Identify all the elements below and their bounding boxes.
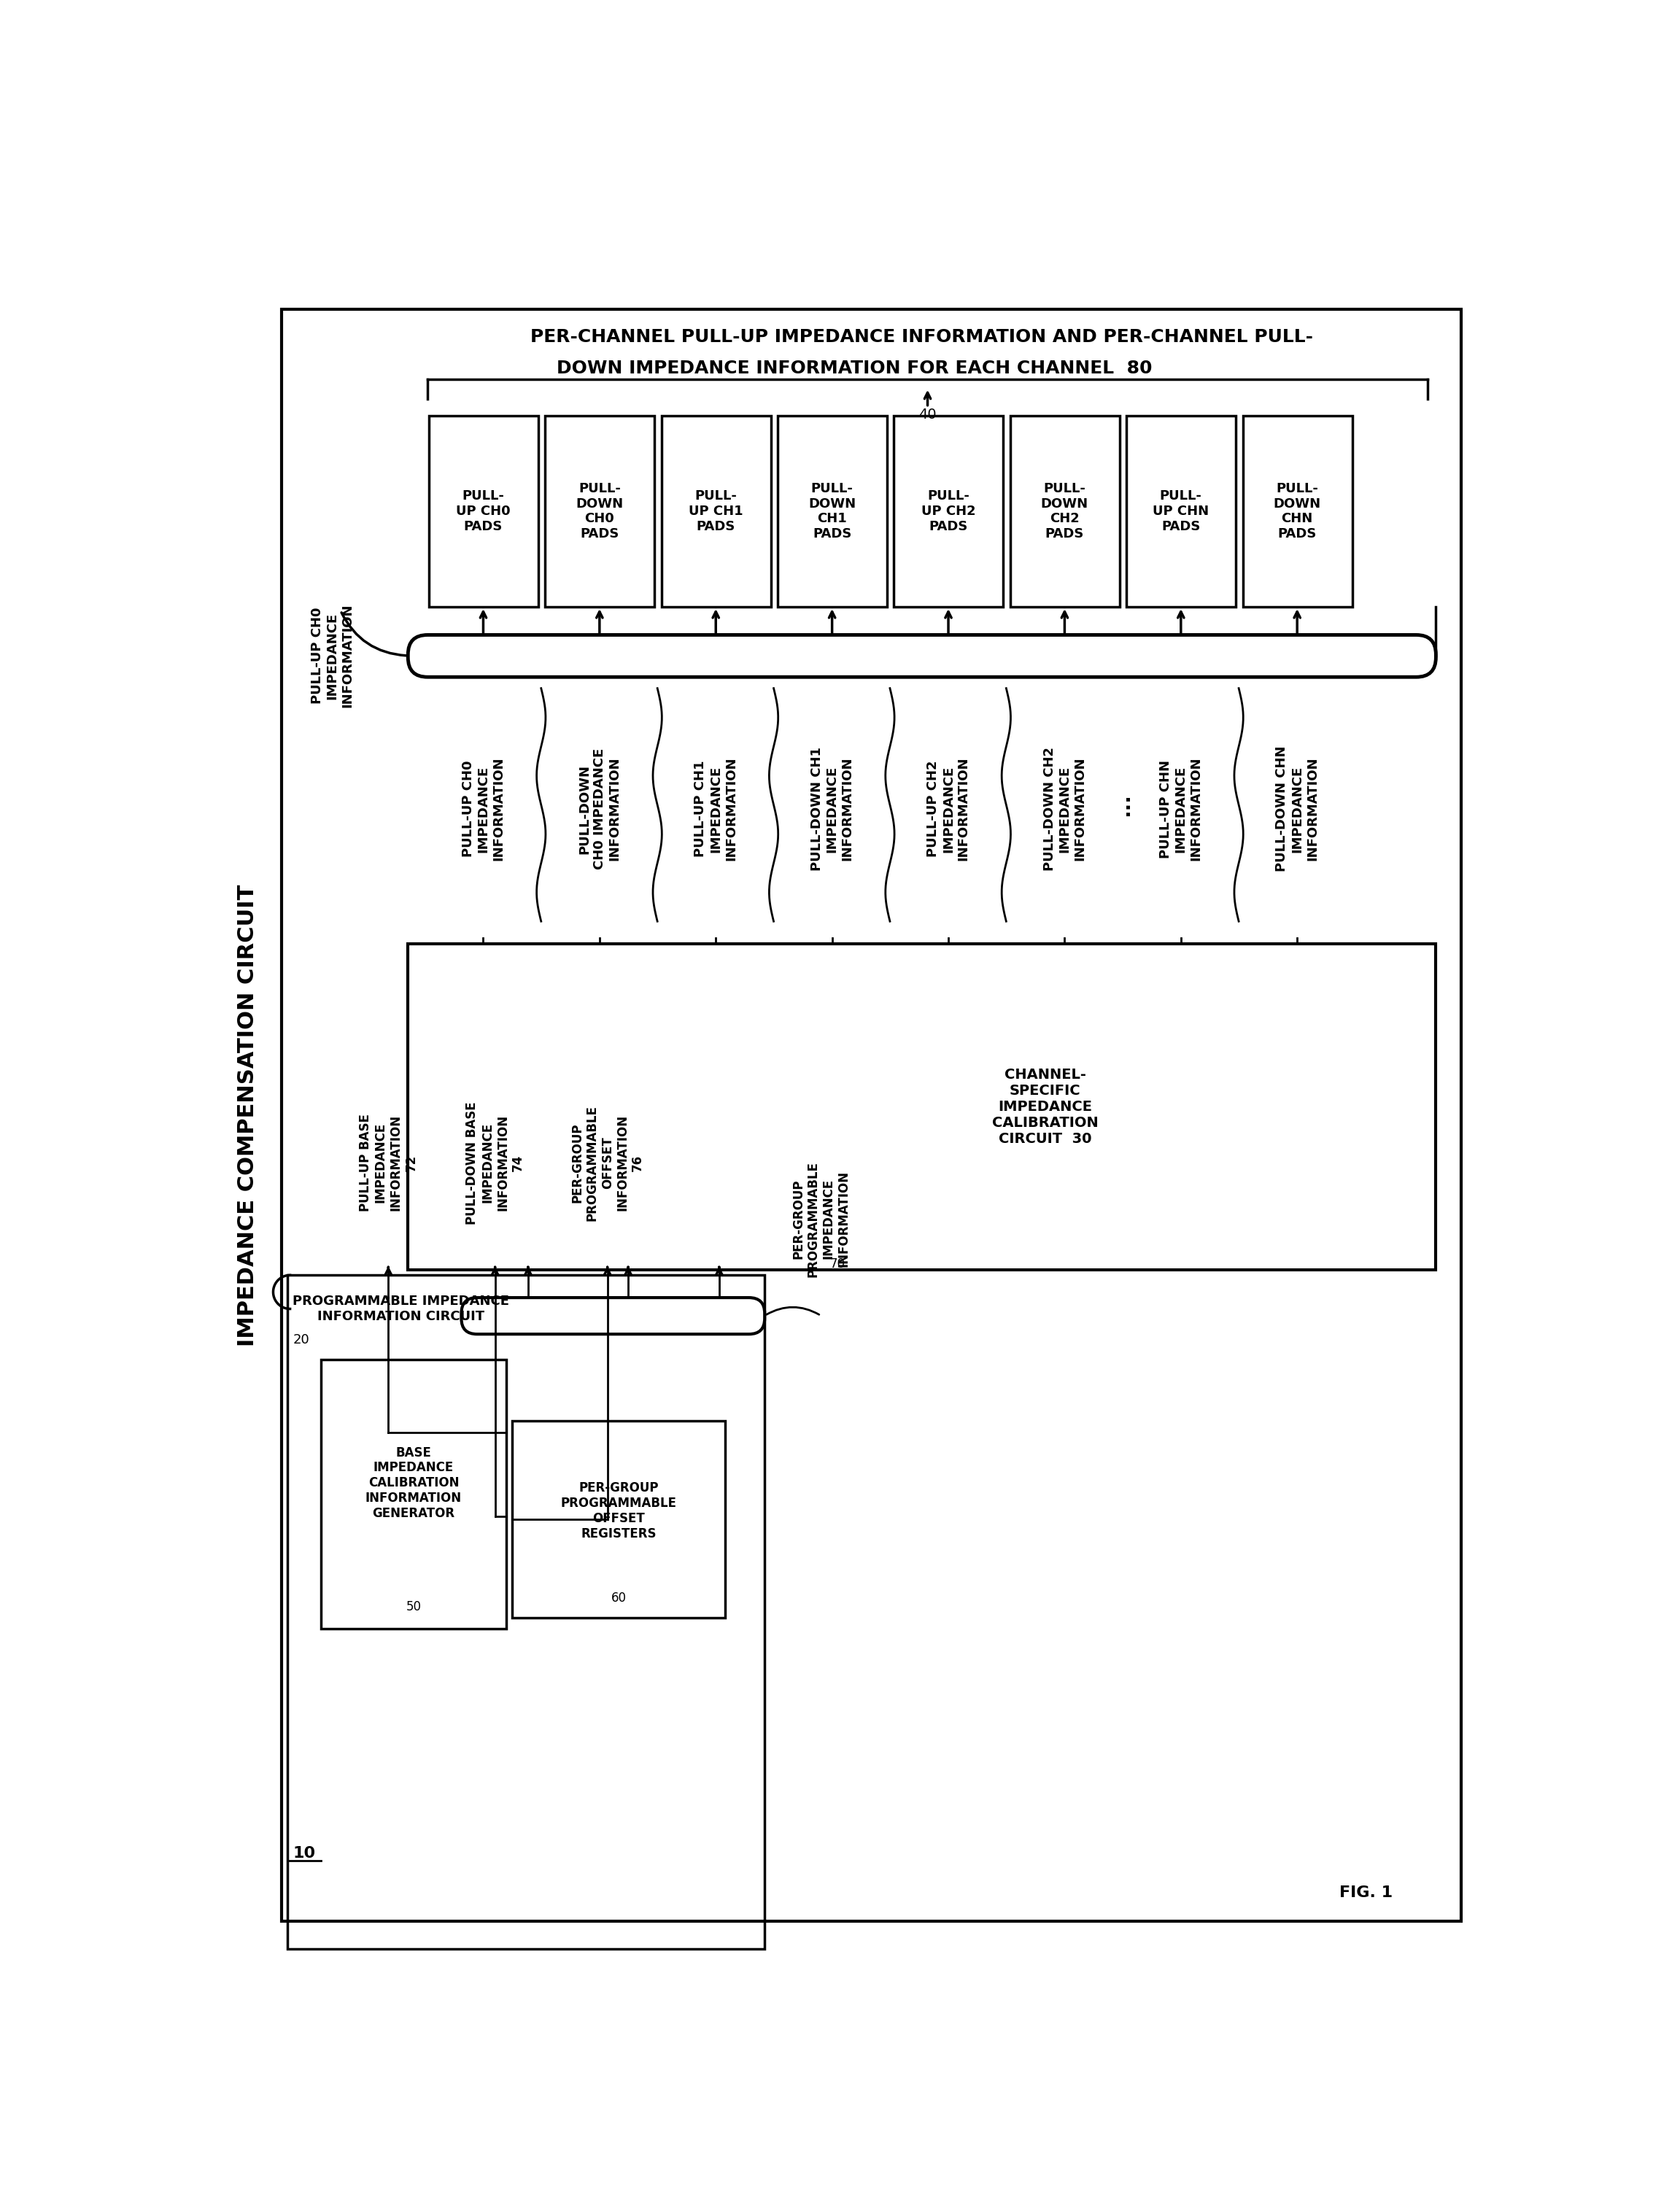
Text: PULL-UP CH0
IMPEDANCE
INFORMATION: PULL-UP CH0 IMPEDANCE INFORMATION: [311, 603, 354, 707]
Text: 40: 40: [919, 407, 936, 423]
Text: IMPEDANCE COMPENSATION CIRCUIT: IMPEDANCE COMPENSATION CIRCUIT: [237, 885, 259, 1345]
Text: PULL-UP CH1
IMPEDANCE
INFORMATION: PULL-UP CH1 IMPEDANCE INFORMATION: [694, 757, 738, 861]
Text: PULL-UP CH0
IMPEDANCE
INFORMATION: PULL-UP CH0 IMPEDANCE INFORMATION: [462, 757, 506, 861]
Text: PULL-UP BASE
IMPEDANCE
INFORMATION
72: PULL-UP BASE IMPEDANCE INFORMATION 72: [360, 1114, 418, 1211]
Text: DOWN IMPEDANCE INFORMATION FOR EACH CHANNEL  80: DOWN IMPEDANCE INFORMATION FOR EACH CHAN…: [556, 359, 1152, 377]
Text: CHANNEL-
SPECIFIC
IMPEDANCE
CALIBRATION
CIRCUIT  30: CHANNEL- SPECIFIC IMPEDANCE CALIBRATION …: [993, 1068, 1099, 1145]
FancyBboxPatch shape: [408, 634, 1436, 676]
Text: PULL-DOWN CHN
IMPEDANCE
INFORMATION: PULL-DOWN CHN IMPEDANCE INFORMATION: [1275, 746, 1319, 872]
Text: PER-CHANNEL PULL-UP IMPEDANCE INFORMATION AND PER-CHANNEL PULL-: PER-CHANNEL PULL-UP IMPEDANCE INFORMATIO…: [531, 328, 1314, 346]
Bar: [778, 416, 887, 608]
Bar: [321, 1359, 506, 1629]
Text: 20: 20: [292, 1332, 309, 1345]
Text: BASE
IMPEDANCE
CALIBRATION
INFORMATION
GENERATOR: BASE IMPEDANCE CALIBRATION INFORMATION G…: [366, 1447, 462, 1519]
Bar: [1243, 416, 1352, 608]
Bar: [408, 945, 1436, 1271]
Text: 70: 70: [830, 1257, 845, 1271]
Text: PULL-
DOWN
CH2
PADS: PULL- DOWN CH2 PADS: [1042, 482, 1089, 542]
Bar: [894, 416, 1003, 608]
Text: PULL-
UP CHN
PADS: PULL- UP CHN PADS: [1152, 489, 1210, 533]
Text: PULL-DOWN
CH0 IMPEDANCE
INFORMATION: PULL-DOWN CH0 IMPEDANCE INFORMATION: [578, 749, 622, 870]
Text: PULL-
DOWN
CH1
PADS: PULL- DOWN CH1 PADS: [808, 482, 855, 542]
FancyBboxPatch shape: [462, 1297, 764, 1334]
Text: PULL-
UP CH2
PADS: PULL- UP CH2 PADS: [921, 489, 976, 533]
Text: PER-GROUP
PROGRAMMABLE
IMPEDANCE
INFORMATION: PER-GROUP PROGRAMMABLE IMPEDANCE INFORMA…: [791, 1160, 850, 1277]
Bar: [287, 1275, 764, 1949]
Bar: [1126, 416, 1236, 608]
Text: 50: 50: [407, 1601, 422, 1614]
Text: PULL-UP CH2
IMPEDANCE
INFORMATION: PULL-UP CH2 IMPEDANCE INFORMATION: [927, 757, 969, 861]
Text: 10: 10: [292, 1845, 316, 1861]
Text: ...: ...: [1112, 793, 1132, 817]
Bar: [544, 416, 655, 608]
Text: PULL-
UP CH1
PADS: PULL- UP CH1 PADS: [689, 489, 743, 533]
Text: 60: 60: [612, 1592, 627, 1605]
Text: PULL-
UP CH0
PADS: PULL- UP CH0 PADS: [455, 489, 511, 533]
Text: PER-GROUP
PROGRAMMABLE
OFFSET
INFORMATION
76: PER-GROUP PROGRAMMABLE OFFSET INFORMATIO…: [571, 1105, 645, 1220]
Text: PROGRAMMABLE IMPEDANCE
INFORMATION CIRCUIT: PROGRAMMABLE IMPEDANCE INFORMATION CIRCU…: [292, 1295, 509, 1323]
Text: PULL-DOWN BASE
IMPEDANCE
INFORMATION
74: PULL-DOWN BASE IMPEDANCE INFORMATION 74: [465, 1101, 524, 1224]
Text: PULL-DOWN CH2
IMPEDANCE
INFORMATION: PULL-DOWN CH2 IMPEDANCE INFORMATION: [1043, 746, 1087, 872]
Text: PER-GROUP
PROGRAMMABLE
OFFSET
REGISTERS: PER-GROUP PROGRAMMABLE OFFSET REGISTERS: [561, 1482, 677, 1541]
Text: FIG. 1: FIG. 1: [1339, 1885, 1393, 1900]
Text: PULL-
DOWN
CHN
PADS: PULL- DOWN CHN PADS: [1273, 482, 1320, 542]
Text: PULL-UP CHN
IMPEDANCE
INFORMATION: PULL-UP CHN IMPEDANCE INFORMATION: [1159, 757, 1203, 861]
Bar: [512, 1420, 726, 1618]
Bar: [428, 416, 538, 608]
Text: PULL-DOWN CH1
IMPEDANCE
INFORMATION: PULL-DOWN CH1 IMPEDANCE INFORMATION: [810, 746, 853, 872]
Bar: [1010, 416, 1119, 608]
Text: PULL-
DOWN
CH0
PADS: PULL- DOWN CH0 PADS: [576, 482, 623, 542]
Bar: [662, 416, 771, 608]
